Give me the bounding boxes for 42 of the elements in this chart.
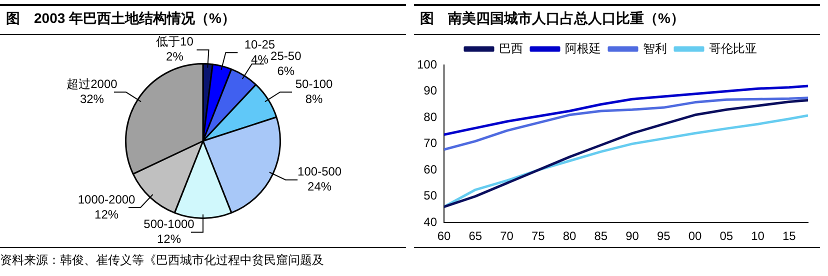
x-tick-label: 00 xyxy=(688,229,702,244)
x-tick-label: 90 xyxy=(626,229,640,244)
x-tick-label: 95 xyxy=(656,229,671,244)
data-label: 12% xyxy=(156,232,182,246)
y-tick-label: 70 xyxy=(424,136,438,150)
data-label: 12% xyxy=(94,207,119,222)
text: 资料来源：韩俊、崔传义等《巴西城市化过程中贫民窟问题及 xyxy=(0,252,325,269)
slice-label: 超过2000 xyxy=(66,76,118,91)
data-label: 6% xyxy=(277,64,295,78)
y-tick-label: 80 xyxy=(424,110,438,124)
legend-label: 智利 xyxy=(643,41,667,56)
data-label: 8% xyxy=(305,92,324,106)
data-label: 4% xyxy=(251,52,269,66)
slice-label: 100-500 xyxy=(298,164,342,179)
slice-label: 500-1000 xyxy=(144,217,195,232)
legend-label: 哥伦比亚 xyxy=(709,41,757,56)
slice-label: 25-50 xyxy=(270,48,302,63)
x-tick-label: 65 xyxy=(468,229,482,244)
y-tick-label: 50 xyxy=(424,188,438,203)
slice-label: 10-25 xyxy=(244,37,276,52)
x-tick-label: 10 xyxy=(751,229,765,244)
x-tick-label: 75 xyxy=(531,229,546,244)
legend-label: 巴西 xyxy=(499,41,523,56)
y-tick-label: 40 xyxy=(424,214,438,229)
x-tick-label: 05 xyxy=(720,229,734,244)
chart-title: 图 2003 年巴西土地结构情况（%） xyxy=(0,4,406,35)
y-tick-label: 60 xyxy=(424,162,438,176)
data-label: 2% xyxy=(166,50,184,64)
y-tick-label: 100 xyxy=(416,57,438,72)
chart-title: 图 南美四国城市人口占总人口比重（%） xyxy=(414,4,820,35)
y-tick-label: 90 xyxy=(424,84,438,98)
x-tick-label: 80 xyxy=(562,229,577,244)
data-label: 24% xyxy=(308,180,332,194)
x-tick-label: 70 xyxy=(500,229,514,244)
x-tick-label: 60 xyxy=(437,229,452,244)
x-tick-label: 15 xyxy=(782,229,796,244)
data-label: 32% xyxy=(80,92,104,106)
x-tick-label: 85 xyxy=(594,229,608,244)
slice-label: 1000-2000 xyxy=(78,192,136,206)
slice-label: 50-100 xyxy=(295,76,334,91)
slice-label: 低于10 xyxy=(156,34,194,49)
legend-label: 阿根廷 xyxy=(565,41,601,56)
